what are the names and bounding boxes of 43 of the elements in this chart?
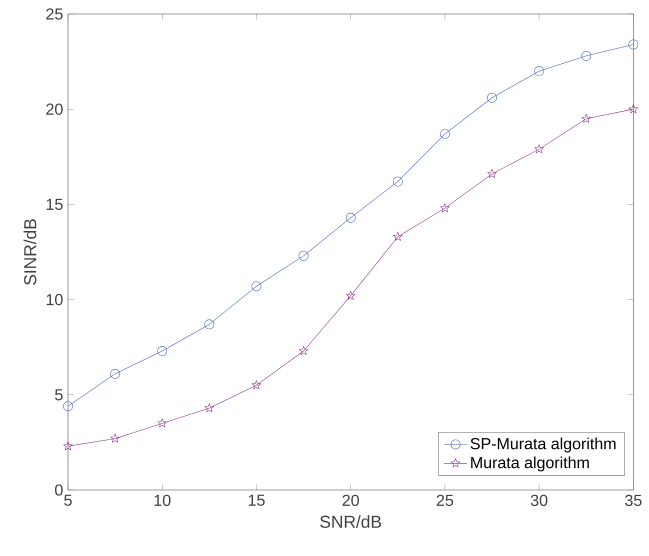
- x-tick-label: 25: [436, 494, 454, 506]
- point: [628, 40, 638, 50]
- point: [110, 434, 120, 443]
- point: [393, 232, 402, 241]
- point: [298, 250, 308, 261]
- legend-label: SP-Murata algorithm: [470, 438, 616, 453]
- x-tick-label: 30: [530, 494, 548, 506]
- point: [582, 114, 591, 123]
- point: [628, 104, 638, 114]
- x-tick-label: 20: [342, 494, 359, 506]
- point: [204, 403, 214, 412]
- point: [110, 368, 120, 379]
- point: [487, 168, 497, 178]
- y-tick-label: 5: [55, 389, 63, 400]
- point: [252, 380, 262, 390]
- x-axis-title: SNR/dB: [320, 515, 382, 528]
- x-tick-label: 15: [248, 494, 265, 506]
- y-tick-label: 15: [46, 198, 63, 210]
- point: [158, 418, 167, 428]
- y-axis-title: SINR/dB: [24, 219, 36, 285]
- point: [440, 129, 450, 139]
- point: [534, 144, 544, 154]
- point: [346, 212, 356, 223]
- point: [298, 346, 308, 356]
- point: [157, 346, 168, 356]
- legend-label: Murata algorithm: [471, 456, 589, 472]
- y-tick-label: 10: [46, 294, 63, 306]
- point: [204, 319, 214, 330]
- y-tick-label: 25: [46, 8, 63, 20]
- x-tick-label: 10: [154, 494, 171, 506]
- point: [63, 441, 73, 450]
- point: [63, 401, 73, 412]
- x-tick-label: 35: [625, 494, 642, 506]
- y-tick-label: 20: [46, 104, 63, 115]
- point: [487, 92, 497, 103]
- x-tick-label: 5: [64, 494, 72, 506]
- point: [346, 290, 356, 300]
- point: [252, 281, 262, 292]
- point: [392, 176, 403, 186]
- point: [440, 203, 450, 212]
- y-tick-label: 0: [55, 484, 63, 496]
- point: [581, 50, 592, 61]
- point: [534, 66, 544, 76]
